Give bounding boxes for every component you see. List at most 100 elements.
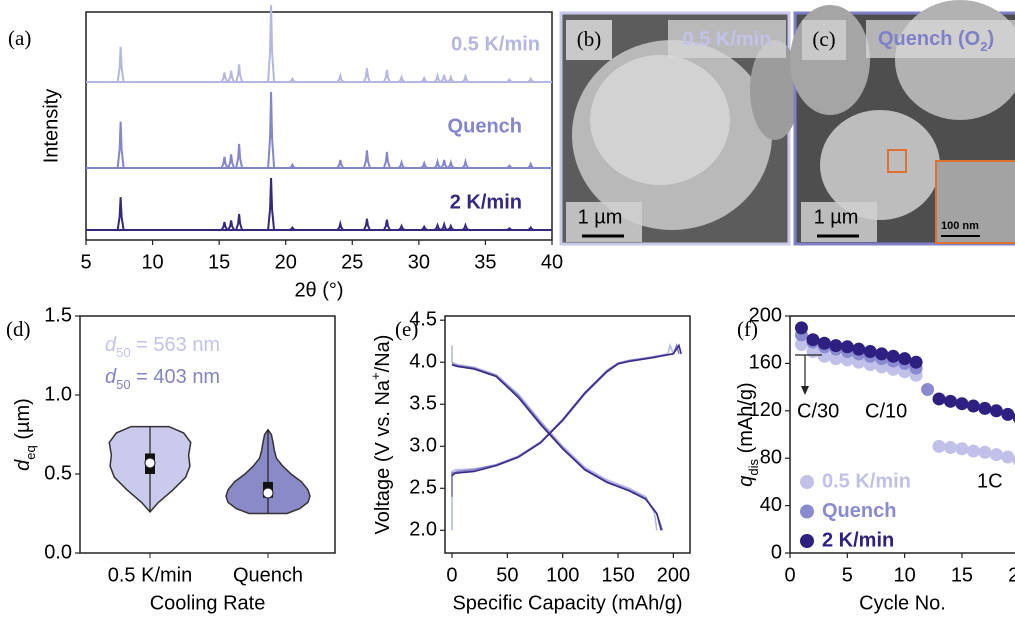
point [910, 356, 923, 369]
point [990, 448, 1003, 461]
y-tick-label: 0.0 [44, 541, 72, 563]
x-tick-label: 20 [1008, 564, 1015, 586]
y-tick-label: 0 [771, 541, 782, 563]
point [887, 350, 900, 363]
label-part: = 563 nm [131, 334, 221, 356]
y-tick-label: 1.0 [44, 383, 72, 405]
point [875, 347, 888, 360]
scale-label: 1 µm [814, 206, 859, 228]
curve [452, 365, 661, 531]
y-tick-label: 80 [760, 446, 782, 468]
axis-label: qdis (mAh/g) [735, 382, 761, 486]
point [864, 345, 877, 358]
image-title: Quench (O2) [878, 28, 994, 54]
median [145, 458, 155, 468]
point [967, 400, 980, 413]
title-text: Quench (O [878, 28, 980, 50]
point [898, 352, 911, 365]
median [263, 488, 273, 498]
point [955, 397, 968, 410]
peak [228, 154, 234, 168]
point [852, 343, 865, 356]
panel-label: (d) [6, 317, 31, 341]
peak [236, 64, 242, 82]
legend-label: Quench [822, 500, 896, 522]
x-tick-label: 40 [541, 251, 563, 273]
y-tick-label: 3.5 [409, 393, 437, 415]
peak [268, 178, 274, 230]
y-axis-label: Intensity [40, 89, 62, 163]
label-part: = 403 nm [131, 366, 221, 388]
x-tick-label: 0 [784, 564, 795, 586]
series-label: 0.5 K/min [451, 33, 540, 55]
y-tick-label: 1.5 [44, 304, 72, 326]
x-tick-label: 35 [474, 251, 496, 273]
peak [228, 220, 234, 230]
annotation: C/10 [865, 400, 907, 422]
y-tick-label: 4.5 [409, 308, 437, 330]
legend-label: 2 K/min [822, 529, 894, 551]
peak [337, 160, 343, 168]
point [955, 442, 968, 455]
label-part: /Na) [372, 335, 394, 373]
label-part: q [735, 476, 757, 487]
x-axis-label: Cooling Rate [150, 592, 266, 614]
peak [268, 5, 274, 82]
peak [228, 71, 234, 82]
peak [506, 228, 512, 230]
panel-label: (b) [577, 27, 602, 51]
peak [118, 122, 124, 168]
axis-label: deq (µm) [12, 398, 38, 471]
label-part: dis [746, 458, 761, 475]
x-axis-label: Specific Capacity (mAh/g) [452, 592, 682, 614]
inset-scale-label: 100 nm [941, 220, 979, 232]
label-part: Voltage (V vs. Na [372, 379, 394, 534]
legend-label: 0.5 K/min [822, 470, 911, 492]
peak [364, 68, 370, 82]
panel-label: (a) [8, 26, 31, 50]
x-axis-label: 2θ (°) [294, 279, 343, 301]
x-tick-label: 30 [408, 251, 430, 273]
y-tick-label: 2.5 [409, 477, 437, 499]
x-tick-label: 25 [341, 251, 363, 273]
x-tick-label: 10 [141, 251, 163, 273]
point [978, 402, 991, 415]
peak [384, 152, 390, 168]
title-text: ) [987, 28, 994, 50]
point [921, 383, 934, 396]
x-tick-label: 20 [275, 251, 297, 273]
peak [384, 220, 390, 230]
x-axis-label: Cycle No. [859, 592, 946, 614]
point [944, 441, 957, 454]
image-title: 0.5 K/min [683, 28, 772, 50]
point [990, 404, 1003, 417]
curve [452, 345, 679, 496]
curve [452, 364, 662, 530]
arrow-head [801, 386, 809, 395]
particle [590, 55, 730, 185]
series-label: 2 K/min [450, 191, 522, 213]
annotation: d50 = 403 nm [105, 366, 220, 392]
x-tick-label: 0.5 K/min [108, 564, 192, 586]
x-tick-label: 0 [446, 564, 457, 586]
x-tick-label: 200 [657, 564, 690, 586]
point [978, 446, 991, 459]
legend-marker [800, 534, 814, 548]
title-sub: 2 [980, 39, 987, 54]
label-part: (µm) [12, 398, 34, 445]
sem-image-b: (b) 0.5 K/min 1 µm [561, 13, 800, 244]
scale-label: 1 µm [578, 206, 623, 228]
point [933, 440, 946, 453]
point [829, 339, 842, 352]
annotation: d50 = 563 nm [105, 334, 220, 360]
peak [221, 157, 227, 168]
plot-frame [445, 316, 690, 553]
curve [452, 345, 681, 475]
peak [118, 197, 124, 230]
annotation: 1C [977, 470, 1003, 492]
peak [441, 75, 447, 82]
x-tick-label: 5 [80, 251, 91, 273]
x-tick-label: 5 [842, 564, 853, 586]
point [818, 337, 831, 350]
point [933, 392, 946, 405]
